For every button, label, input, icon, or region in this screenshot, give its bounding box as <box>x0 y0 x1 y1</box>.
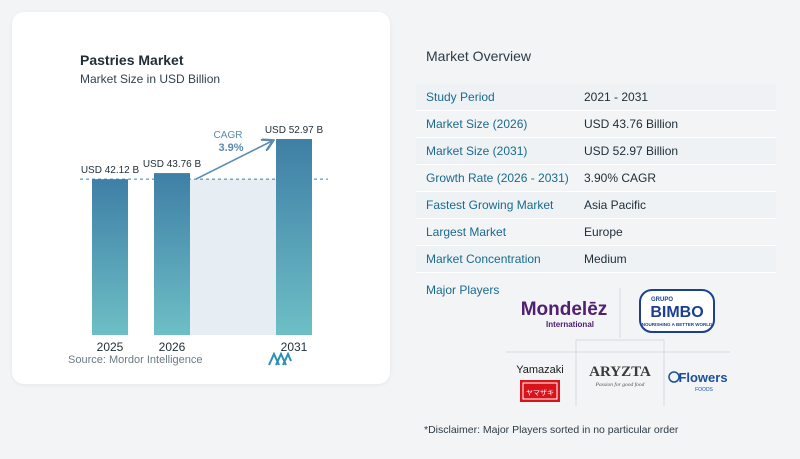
x-tick-label: 2031 <box>281 340 308 354</box>
bar-2025 <box>92 179 128 335</box>
x-tick-label: 2025 <box>97 340 124 354</box>
mondelez-logo: Mondelēz International <box>521 299 608 329</box>
overview-table: Study Period 2021 - 2031 Market Size (2026… <box>416 84 776 273</box>
overview-row-label: Market Size (2031) <box>426 144 528 158</box>
yamazaki-logo: Yamazaki ヤマザキ <box>516 364 564 402</box>
chart-subtitle: Market Size in USD Billion <box>80 72 221 86</box>
overview-row-label: Study Period <box>426 90 495 104</box>
flowers-logo-name: Flowers <box>678 370 727 385</box>
aryzta-logo: ARYZTA Passion for good food <box>589 364 651 388</box>
bimbo-logo-top: GRUPO <box>651 297 673 303</box>
overview-row-label: Market Size (2026) <box>426 117 528 131</box>
mondelez-logo-sub: International <box>546 320 594 329</box>
mordor-logo-icon <box>268 352 292 366</box>
overview-row-value: 3.90% CAGR <box>584 171 657 185</box>
major-players-logos: Mondelēz International GRUPO BIMBO NOURI… <box>506 288 730 406</box>
chart-source: Source: Mordor Intelligence <box>68 354 203 366</box>
bar-value-label: USD 52.97 B <box>265 125 324 136</box>
overview-row: Market Size (2031) USD 52.97 Billion <box>416 138 776 165</box>
growth-highlight-band <box>190 179 276 335</box>
bimbo-logo-name: BIMBO <box>650 304 703 321</box>
major-players-label: Major Players <box>426 283 500 297</box>
overview-row-value: 2021 - 2031 <box>584 90 649 104</box>
chart-title: Pastries Market <box>80 52 184 68</box>
yamazaki-logo-jp: ヤマザキ <box>526 389 554 397</box>
bar-chart: USD 42.12 B 2025 USD 43.76 B 2026 USD 52.97 … <box>80 125 328 354</box>
bar-value-label: USD 43.76 B <box>143 159 202 170</box>
overview-row: Market Size (2026) USD 43.76 Billion <box>416 111 776 138</box>
overview-title: Market Overview <box>426 48 532 64</box>
aryzta-logo-sub: Passion for good food <box>595 381 645 388</box>
disclaimer: *Disclaimer: Major Players sorted in no … <box>424 424 679 436</box>
flowers-flower-icon <box>668 371 680 383</box>
overview-row-label: Market Concentration <box>426 252 541 266</box>
bar-2031 <box>276 139 312 335</box>
overview-row: Study Period 2021 - 2031 <box>416 84 776 111</box>
overview-row-label: Fastest Growing Market <box>426 198 554 212</box>
overview-row-label: Growth Rate (2026 - 2031) <box>426 171 569 185</box>
overview-row: Fastest Growing Market Asia Pacific <box>416 192 776 219</box>
bar-2026 <box>154 173 190 335</box>
overview-row-value: Europe <box>584 225 623 239</box>
cagr-arrow <box>195 141 272 180</box>
flowers-logo-sub: FOODS <box>695 387 713 393</box>
overview-row-value: Medium <box>584 252 627 266</box>
overview-row-label: Largest Market <box>426 225 507 239</box>
overview-row-value: USD 43.76 Billion <box>584 117 679 131</box>
bimbo-logo-sub: NOURISHING A BETTER WORLD <box>642 322 713 327</box>
flowers-logo: Flowers FOODS <box>668 370 728 393</box>
mondelez-logo-name: Mondelēz <box>521 299 608 320</box>
overview-row-value: Asia Pacific <box>584 198 647 212</box>
yamazaki-logo-name: Yamazaki <box>516 364 563 376</box>
x-tick-label: 2026 <box>159 340 186 354</box>
cagr-label: CAGR <box>214 130 243 141</box>
overview-row: Largest Market Europe <box>416 219 776 246</box>
bar-value-label: USD 42.12 B <box>81 165 140 176</box>
aryzta-logo-name: ARYZTA <box>589 364 651 380</box>
cagr-value: 3.9% <box>218 142 243 154</box>
overview-row: Growth Rate (2026 - 2031) 3.90% CAGR <box>416 165 776 192</box>
overview-row: Market Concentration Medium <box>416 246 776 273</box>
overview-row-value: USD 52.97 Billion <box>584 144 679 158</box>
bimbo-logo: GRUPO BIMBO NOURISHING A BETTER WORLD <box>639 289 715 333</box>
